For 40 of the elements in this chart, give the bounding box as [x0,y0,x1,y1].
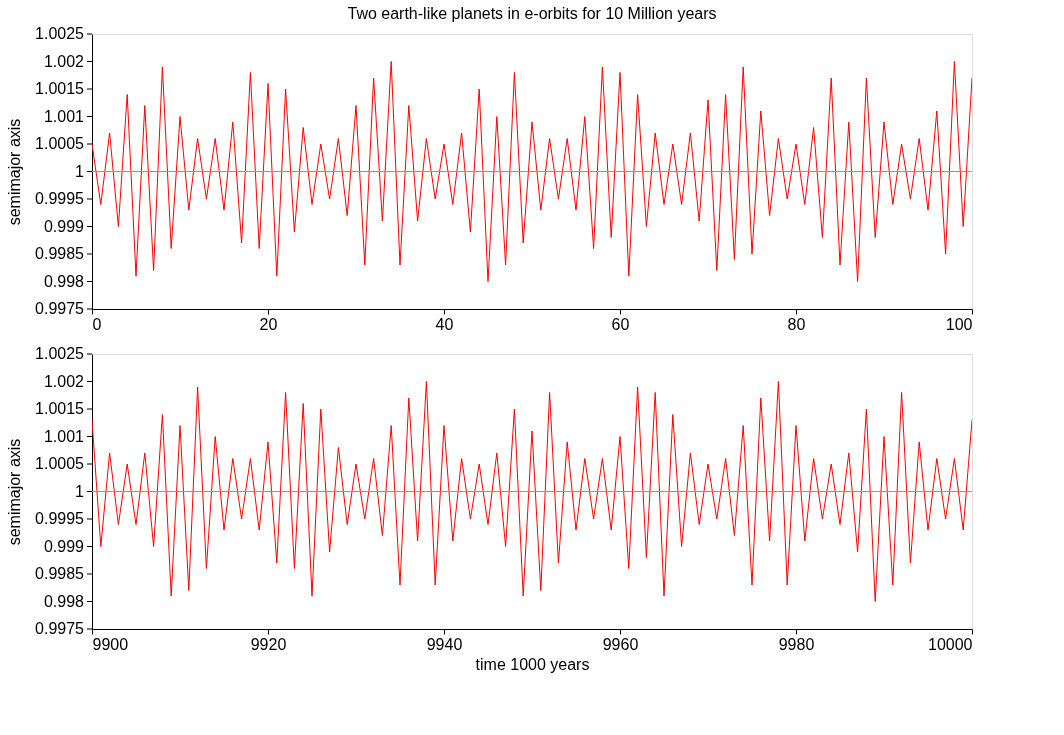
x-tick-label: 20 [259,315,278,333]
y-axis-title: semimajor axis [5,118,23,226]
x-tick-label: 60 [611,315,630,333]
line-series [92,61,972,282]
y-tick-label: 0.9975 [35,300,85,317]
x-tick-label: 9920 [250,635,287,653]
x-tick-label: 0 [92,315,102,333]
y-tick-label: 0.9995 [35,190,85,207]
y-tick-label: 0.998 [43,272,85,290]
y-tick-label: 1.0015 [35,80,85,97]
y-tick-label: 1.002 [43,52,85,70]
x-tick-label: 10000 [928,635,973,653]
y-tick-label: 1.0025 [35,25,85,42]
x-tick-label: 9960 [602,635,639,653]
y-tick-label: 1.001 [43,107,85,125]
y-tick-label: 0.9975 [35,620,85,637]
y-tick-label: 1 [75,162,85,180]
y-tick-label: 1.0005 [35,455,85,472]
x-axis-title: time 1000 years [475,655,590,673]
x-tick-label: 80 [787,315,806,333]
x-tick-label: 9980 [778,635,815,653]
y-axis-title: semimajor axis [5,438,23,546]
y-tick-label: 1.0025 [35,345,85,362]
chart-title: Two earth-like planets in e-orbits for 10 Million years [347,5,717,22]
y-tick-label: 0.999 [43,537,85,555]
y-tick-label: 0.9995 [35,510,85,527]
y-tick-label: 0.9985 [35,565,85,582]
line-series [92,381,972,602]
y-tick-label: 1.0005 [35,135,85,152]
y-tick-label: 1.001 [43,427,85,445]
x-tick-label: 100 [945,315,973,333]
y-tick-label: 0.999 [43,217,85,235]
y-tick-label: 1.002 [43,372,85,390]
y-tick-label: 1.0015 [35,400,85,417]
y-tick-label: 0.998 [43,592,85,610]
y-tick-label: 0.9985 [35,245,85,262]
x-tick-label: 40 [435,315,454,333]
x-tick-label: 9900 [92,635,129,653]
y-tick-label: 1 [75,482,85,500]
x-tick-label: 9940 [426,635,463,653]
